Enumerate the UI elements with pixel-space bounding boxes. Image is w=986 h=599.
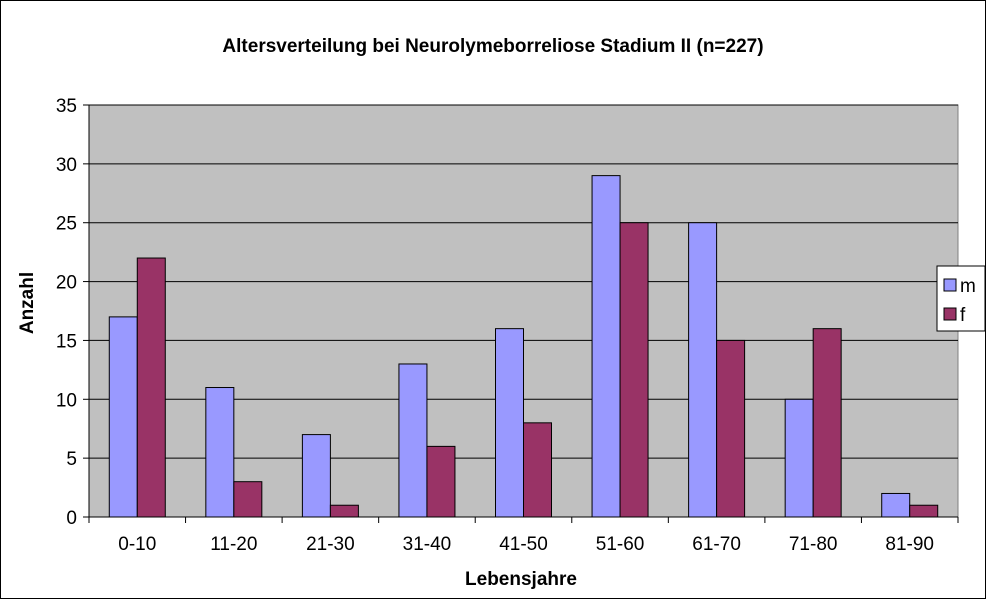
bar-f-11-20 xyxy=(233,481,263,518)
legend-label-m: m xyxy=(960,276,976,297)
x-tick-label: 0-10 xyxy=(118,534,156,555)
x-tick-label: 11-20 xyxy=(210,534,257,555)
x-tick-label: 41-50 xyxy=(499,534,548,555)
bar-f-71-80 xyxy=(812,328,842,518)
x-tick-label: 31-40 xyxy=(403,534,452,555)
y-tick-label: 15 xyxy=(56,331,77,352)
y-tick-labels: 0 5 10 15 20 25 30 35 xyxy=(56,96,77,529)
y-tick-label: 35 xyxy=(56,96,77,117)
legend-swatch-f xyxy=(943,307,957,321)
x-tick-label: 21-30 xyxy=(306,534,355,555)
bar-m-71-80 xyxy=(784,398,814,518)
bar-f-61-70 xyxy=(716,339,746,518)
y-tick-label: 5 xyxy=(66,449,77,470)
y-tick-label: 30 xyxy=(56,155,77,176)
y-axis-title: Anzahl xyxy=(17,272,38,334)
x-tick-label: 81-90 xyxy=(885,534,934,555)
legend-box xyxy=(936,265,986,332)
bar-m-51-60 xyxy=(591,175,621,518)
bar-f-31-40 xyxy=(426,445,456,518)
y-tick-label: 20 xyxy=(56,273,77,294)
x-tick-label: 71-80 xyxy=(789,534,838,555)
y-tick-label: 10 xyxy=(56,390,77,411)
legend: mf xyxy=(936,265,986,332)
bar-m-61-70 xyxy=(688,222,718,518)
legend-swatch-m xyxy=(943,278,957,292)
axes xyxy=(83,104,959,523)
bar-m-21-30 xyxy=(301,434,331,518)
y-tick-label: 0 xyxy=(66,508,77,529)
bar-f-81-90 xyxy=(909,504,939,518)
x-tick-labels: 0-10 11-20 21-30 31-40 41-50 51-60 61-70 71-80 8… xyxy=(118,534,934,555)
x-tick-label: 51-60 xyxy=(596,534,645,555)
x-tick-label: 61-70 xyxy=(692,534,741,555)
y-tick-label: 25 xyxy=(56,214,77,235)
bar-f-51-60 xyxy=(619,222,649,518)
bar-m-81-90 xyxy=(881,492,911,518)
bar-f-41-50 xyxy=(523,422,552,518)
chart-title: Altersverteilung bei Neurolymeborreliose… xyxy=(222,36,763,57)
x-axis-title: Lebensjahre xyxy=(465,569,577,590)
bar-m-41-50 xyxy=(495,328,524,518)
legend-label-f: f xyxy=(960,305,966,326)
bar-f-0-10 xyxy=(136,257,166,518)
bar-m-31-40 xyxy=(398,363,428,518)
bar-m-11-20 xyxy=(205,387,235,518)
bar-m-0-10 xyxy=(108,316,138,518)
bars xyxy=(108,175,939,518)
bar-f-21-30 xyxy=(329,504,359,518)
